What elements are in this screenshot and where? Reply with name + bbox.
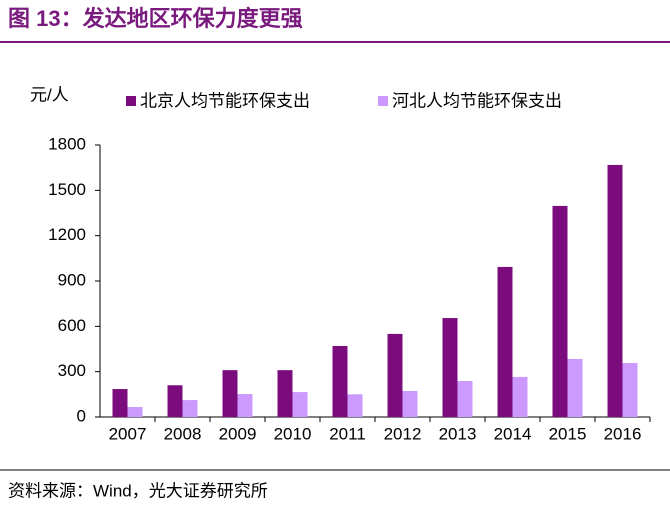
y-tick-label: 600 [58, 316, 86, 335]
chart-title: 图 13：发达地区环保力度更强 [8, 6, 303, 31]
y-tick-label: 0 [77, 406, 86, 425]
bar [277, 370, 293, 417]
y-tick-label: 1200 [48, 225, 86, 244]
bar [167, 385, 183, 417]
y-tick-label: 300 [58, 361, 86, 380]
bar [622, 363, 638, 417]
x-tick-label: 2013 [439, 424, 477, 443]
bar [127, 407, 143, 417]
bar [112, 389, 128, 417]
x-tick-label: 2008 [164, 424, 202, 443]
y-tick-label: 900 [58, 270, 86, 289]
bar [567, 358, 583, 417]
x-tick-label: 2010 [274, 424, 312, 443]
x-tick-label: 2007 [109, 424, 147, 443]
x-tick-label: 2012 [384, 424, 422, 443]
x-tick-label: 2016 [604, 424, 642, 443]
bar [332, 345, 348, 417]
bar [182, 400, 198, 417]
bar [237, 394, 253, 417]
bar [347, 394, 363, 417]
bar [387, 333, 403, 417]
bar [222, 370, 238, 417]
bar [442, 318, 458, 417]
bar [292, 392, 308, 417]
x-tick-label: 2011 [329, 424, 366, 443]
bar [457, 381, 473, 417]
legend-swatch [378, 96, 388, 106]
bar [402, 391, 418, 417]
legend-label: 北京人均节能环保支出 [140, 91, 310, 110]
x-tick-label: 2009 [219, 424, 257, 443]
y-tick-label: 1500 [48, 180, 86, 199]
bar [552, 205, 568, 417]
y-tick-label: 1800 [48, 134, 86, 153]
x-tick-label: 2014 [494, 424, 532, 443]
bar [607, 164, 623, 417]
x-tick-label: 2015 [549, 424, 587, 443]
legend-swatch [126, 96, 136, 106]
bar [512, 376, 528, 417]
y-axis-label: 元/人 [30, 85, 69, 104]
bar [497, 266, 513, 417]
legend-label: 河北人均节能环保支出 [392, 91, 562, 110]
source: 资料来源：Wind，光大证券研究所 [8, 481, 268, 500]
